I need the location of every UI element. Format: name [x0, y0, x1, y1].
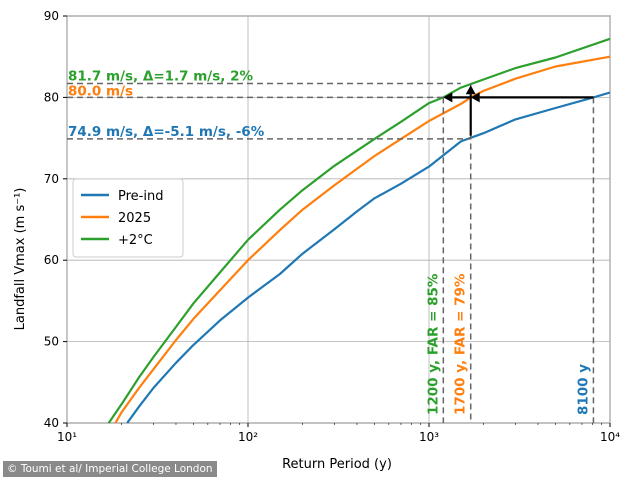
y-tick-label: 60: [44, 253, 59, 267]
legend-box: [72, 178, 184, 258]
arrow-head: [443, 92, 453, 103]
reference-lines: [67, 82, 595, 423]
series-line: [114, 55, 611, 424]
ticks: 10¹ 10² 10³ 10⁴ 40 50 60 70 80 90: [44, 9, 621, 444]
y-axis-label: Landfall Vmax (m s⁻¹): [13, 188, 28, 331]
reference-label: 74.9 m/s, Δ=-5.1 m/s, -6%: [68, 124, 265, 140]
arrow-head: [465, 85, 476, 95]
legend: Pre-ind 2025 +2°C: [72, 178, 184, 258]
annotations: 81.7 m/s, Δ=1.7 m/s, 2%80.0 m/s 74.9 m/s,…: [68, 69, 591, 415]
reference-label: 81.7 m/s, Δ=1.7 m/s, 2%: [68, 69, 253, 85]
vertical-label: 1200 y, FAR = 85%: [425, 273, 441, 415]
legend-label: Pre-ind: [118, 189, 163, 204]
series-lines: [107, 37, 611, 424]
arrow-head: [470, 92, 480, 103]
reference-label: 80.0 m/s: [68, 83, 133, 99]
legend-label: +2°C: [118, 233, 153, 248]
y-tick-label: 80: [44, 90, 59, 104]
x-tick-label: 10¹: [57, 430, 77, 444]
y-tick-label: 40: [44, 416, 59, 430]
series-line: [126, 91, 611, 424]
y-tick-label: 90: [44, 9, 59, 23]
vertical-label: 8100 y: [575, 364, 591, 415]
y-tick-label: 70: [44, 172, 59, 186]
x-axis-label: Return Period (y): [282, 457, 392, 472]
y-tick-label: 50: [44, 335, 59, 349]
legend-label: 2025: [118, 211, 151, 226]
arrows: [443, 85, 594, 136]
x-tick-label: 10²: [238, 430, 258, 444]
x-tick-label: 10⁴: [600, 430, 620, 444]
vertical-label: 1700 y, FAR = 79%: [453, 273, 469, 415]
x-tick-label: 10³: [419, 430, 439, 444]
series-line: [107, 37, 611, 424]
image-credit: © Toumi et al/ Imperial College London: [3, 461, 217, 477]
